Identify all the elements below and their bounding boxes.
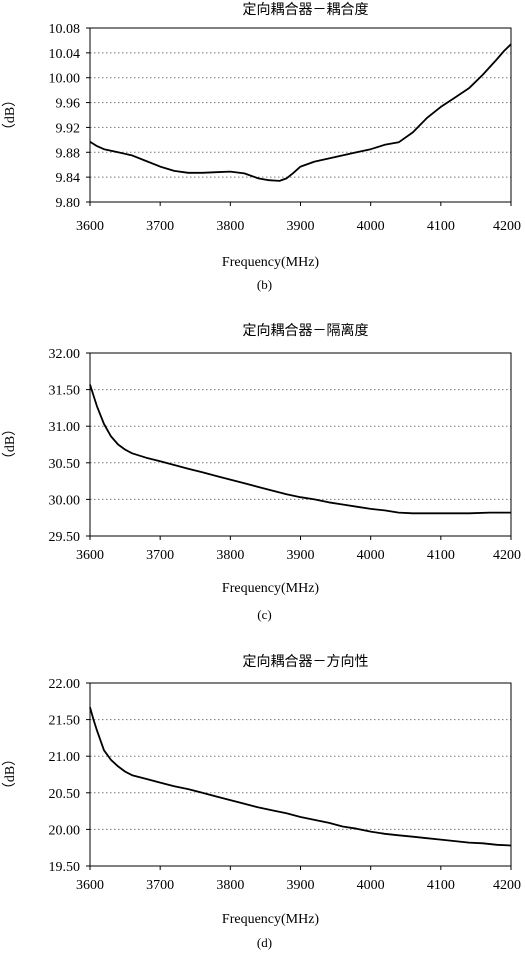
x-axis-label: Frequency(MHz) — [222, 255, 320, 270]
chart-panel-directivity: 定向耦合器－方向性 19.50 20.00 20.50 21.00 21.50 22.00 3… — [2, 654, 521, 950]
figure-caption: (b) — [257, 277, 272, 292]
x-tick-label: 3700 — [146, 219, 174, 234]
chart-title: 定向耦合器－耦合度 — [243, 2, 369, 18]
series-line-isolation — [89, 384, 511, 515]
y-tick-label: 30.50 — [49, 457, 81, 472]
x-axis-label: Frequency(MHz) — [222, 912, 320, 927]
y-tick-label: 10.08 — [49, 22, 81, 37]
x-tick-label: 4000 — [357, 219, 385, 234]
chart-title: 定向耦合器－方向性 — [243, 654, 369, 670]
y-tick-label: 32.00 — [49, 347, 81, 362]
y-tick-label: 10.00 — [49, 72, 81, 87]
y-tick-label: 9.80 — [56, 196, 81, 211]
y-tick-label: 22.00 — [49, 677, 81, 692]
x-axis-label: Frequency(MHz) — [222, 581, 320, 596]
y-axis-label: （dB） — [2, 93, 18, 137]
figure-caption: (c) — [257, 607, 271, 622]
x-tick-label: 4100 — [427, 878, 455, 893]
x-tick-label: 4200 — [493, 878, 521, 893]
x-tick-label: 4100 — [427, 548, 455, 563]
chart-panel-coupling: 定向耦合器－耦合度 9.80 9.84 9.88 9.92 9.96 10.00 10.04 1… — [2, 2, 521, 292]
y-tick-label: 29.50 — [49, 530, 81, 545]
series-line-coupling — [89, 43, 512, 182]
y-tick-label: 20.50 — [49, 787, 81, 802]
x-tick-label: 3700 — [146, 878, 174, 893]
x-tick-label: 3700 — [146, 548, 174, 563]
x-tick-label: 4100 — [427, 219, 455, 234]
x-tick-label: 3600 — [76, 878, 104, 893]
x-tick-label: 3900 — [287, 878, 315, 893]
y-tick-label: 20.00 — [49, 823, 81, 838]
x-tick-label: 3900 — [287, 219, 315, 234]
y-tick-label: 31.50 — [49, 384, 81, 399]
figure-caption: (d) — [257, 935, 272, 950]
y-tick-label: 9.96 — [56, 97, 81, 112]
y-axis-label: （dB） — [2, 422, 18, 466]
chart-title: 定向耦合器－隔离度 — [243, 322, 369, 339]
x-tick-label: 4000 — [357, 878, 385, 893]
x-tick-label: 3800 — [216, 878, 244, 893]
x-tick-label: 3800 — [216, 219, 244, 234]
x-tick-label: 3600 — [76, 548, 104, 563]
y-tick-label: 10.04 — [49, 47, 81, 62]
series-line-directivity — [89, 706, 512, 847]
y-tick-label: 30.00 — [49, 493, 81, 508]
y-tick-label: 9.84 — [56, 171, 81, 186]
y-tick-label: 31.00 — [49, 420, 81, 435]
x-tick-label: 4000 — [357, 548, 385, 563]
y-tick-label: 21.00 — [49, 750, 81, 765]
y-tick-label: 19.50 — [49, 860, 81, 875]
x-tick-label: 4200 — [493, 219, 521, 234]
y-axis-label: （dB） — [2, 752, 18, 796]
y-tick-label: 9.92 — [56, 121, 81, 136]
x-tick-label: 3800 — [216, 548, 244, 563]
x-tick-label: 3900 — [287, 548, 315, 563]
chart-panel-isolation: 定向耦合器－隔离度 29.50 30.00 30.50 31.00 31.50 32.00 3… — [2, 322, 521, 622]
x-tick-label: 4200 — [493, 548, 521, 563]
y-tick-label: 9.88 — [56, 146, 81, 161]
y-tick-label: 21.50 — [49, 714, 81, 729]
x-tick-label: 3600 — [76, 219, 104, 234]
